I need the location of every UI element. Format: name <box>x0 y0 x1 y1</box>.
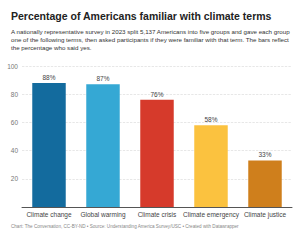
svg-text:76%: 76% <box>150 91 163 98</box>
svg-text:the percentage who said yes.: the percentage who said yes. <box>11 44 92 51</box>
svg-text:A nationally representative su: A nationally representative survey in 20… <box>11 28 291 35</box>
svg-text:60: 60 <box>11 119 19 126</box>
svg-text:one of the following terms, th: one of the following terms, then asked p… <box>11 36 290 43</box>
svg-text:Percentage of Americans famili: Percentage of Americans familiar with cl… <box>11 10 272 22</box>
svg-text:58%: 58% <box>204 116 217 123</box>
svg-text:100: 100 <box>7 63 18 70</box>
svg-text:40: 40 <box>11 147 19 154</box>
svg-text:80: 80 <box>11 91 19 98</box>
svg-text:87%: 87% <box>96 75 109 82</box>
svg-text:88%: 88% <box>42 74 55 81</box>
svg-text:33%: 33% <box>258 151 271 158</box>
svg-text:Climate crisis: Climate crisis <box>138 211 177 218</box>
svg-text:Global warming: Global warming <box>80 211 126 219</box>
svg-text:Climate justice: Climate justice <box>244 211 287 219</box>
svg-text:Chart: The Conversation, CC-BY: Chart: The Conversation, CC-BY-ND • Sour… <box>11 224 239 229</box>
svg-text:Climate emergency: Climate emergency <box>183 211 240 219</box>
svg-text:20: 20 <box>11 175 19 182</box>
svg-text:Climate change: Climate change <box>26 211 72 219</box>
